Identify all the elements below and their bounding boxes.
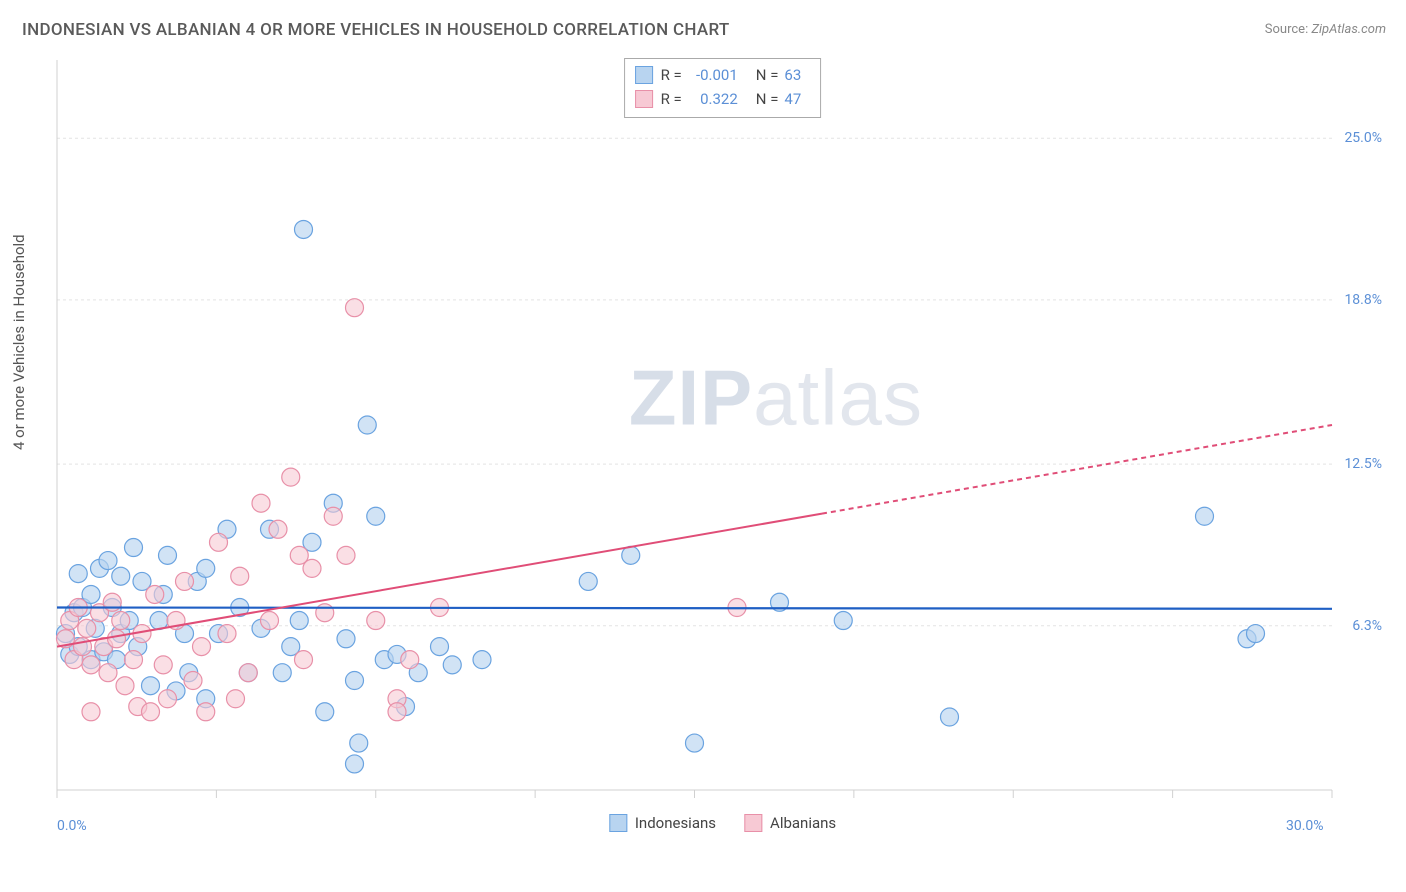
legend-swatch	[635, 90, 653, 108]
legend-swatch	[744, 814, 762, 832]
source-attribution: Source: ZipAtlas.com	[1265, 22, 1386, 37]
legend-label: Albanians	[770, 814, 836, 832]
source-prefix: Source:	[1265, 22, 1308, 37]
stats-row: R = -0.001 N = 63	[635, 63, 811, 87]
stat-n-value: 47	[784, 90, 810, 108]
legend-swatch	[609, 814, 627, 832]
y-tick-label: 12.5%	[1344, 456, 1382, 472]
stat-r-label: R =	[661, 90, 682, 108]
chart-area: ZIPatlas R =-0.001N =63R =0.322N =47 Ind…	[55, 58, 1390, 830]
stats-row: R = 0.322 N = 47	[635, 87, 811, 111]
stat-n-label: N =	[756, 90, 779, 108]
y-tick-label: 18.8%	[1344, 292, 1382, 308]
y-tick-label: 6.3%	[1352, 618, 1382, 634]
x-tick-label: 30.0%	[1286, 818, 1324, 834]
chart-title: INDONESIAN VS ALBANIAN 4 OR MORE VEHICLE…	[22, 20, 730, 40]
legend-swatch	[635, 66, 653, 84]
scatter-plot	[55, 58, 1390, 830]
stat-r-value: 0.322	[688, 90, 738, 108]
legend-label: Indonesians	[635, 814, 716, 832]
y-axis-label: 4 or more Vehicles in Household	[10, 234, 28, 450]
y-tick-label: 25.0%	[1344, 130, 1382, 146]
stat-n-label: N =	[756, 66, 779, 84]
x-tick-label: 0.0%	[57, 818, 87, 834]
stat-r-value: -0.001	[688, 66, 738, 84]
legend-item: Indonesians	[609, 814, 716, 832]
stat-n-value: 63	[784, 66, 810, 84]
stats-legend: R = -0.001 N = 63 R = 0.322 N = 47	[624, 58, 822, 118]
legend-item: Albanians	[744, 814, 836, 832]
source-name: ZipAtlas.com	[1311, 22, 1386, 37]
stat-r-label: R =	[661, 66, 682, 84]
bottom-legend: Indonesians Albanians	[609, 814, 836, 832]
